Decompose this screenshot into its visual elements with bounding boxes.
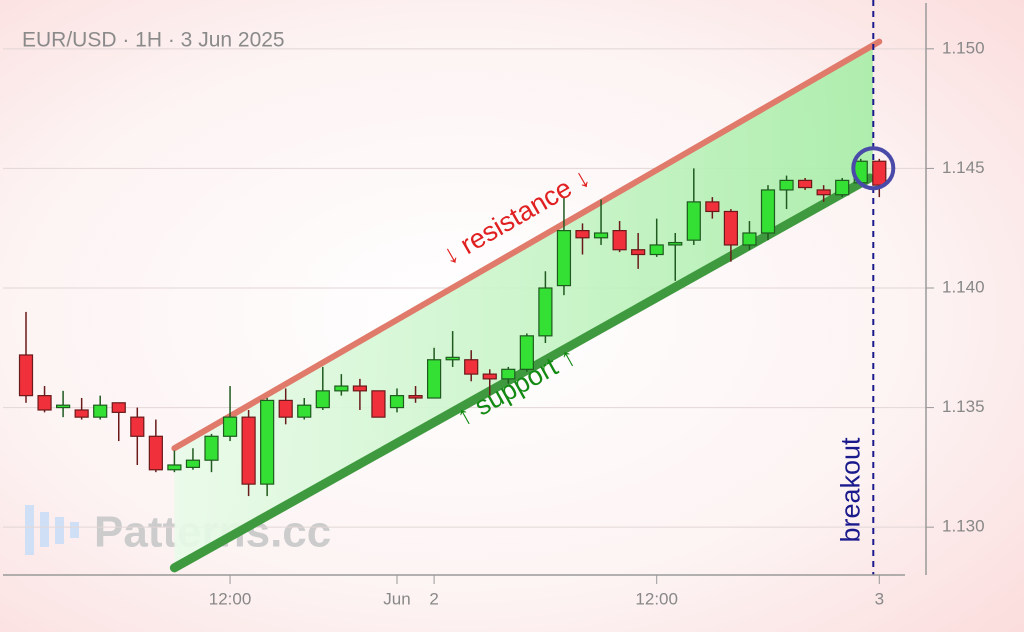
breakout-label: breakout <box>835 437 865 543</box>
candle-body <box>631 249 646 256</box>
candle-body <box>204 435 219 461</box>
breakout-highlight <box>851 146 896 191</box>
candle-body <box>686 201 701 241</box>
candle-body <box>519 335 534 370</box>
candle-body <box>538 287 553 337</box>
x-tick-label: 3 <box>875 589 884 608</box>
candle-body <box>185 459 201 468</box>
candle-body <box>167 464 182 471</box>
candle-body <box>593 232 609 239</box>
y-tick-label: 1.135 <box>942 397 985 416</box>
y-tick-label: 1.145 <box>942 158 985 177</box>
candle-body <box>130 416 145 437</box>
candle-body <box>278 399 293 418</box>
candle-body <box>427 359 442 399</box>
candle-body <box>315 390 330 409</box>
watermark-icon <box>25 505 79 555</box>
x-tick-label: 2 <box>429 589 438 608</box>
x-tick-label: Jun <box>383 589 410 608</box>
candle-body <box>705 201 720 213</box>
x-tick-label: 12:00 <box>635 589 678 608</box>
candle-body <box>18 354 34 397</box>
candle-body <box>334 385 349 392</box>
candle-body <box>779 179 794 191</box>
candle-body <box>501 368 516 380</box>
channel-fill <box>174 45 873 568</box>
candle-body <box>872 160 887 186</box>
candle-body <box>74 409 89 418</box>
candle-body <box>742 232 757 246</box>
candle-body <box>649 244 664 256</box>
candle-body <box>37 395 52 411</box>
candle-body <box>797 179 813 189</box>
candle-body <box>297 404 312 418</box>
candle-body <box>222 416 238 437</box>
candle-body <box>445 356 460 361</box>
candle-body <box>482 373 497 380</box>
candle-body <box>408 395 423 399</box>
candle-body <box>835 179 850 196</box>
candle-body <box>371 390 386 418</box>
candle-body <box>241 416 256 485</box>
trendline <box>171 38 883 452</box>
candle-body <box>352 385 367 392</box>
candle-body <box>260 399 275 485</box>
candle-body <box>612 230 627 251</box>
y-tick-label: 1.130 <box>942 517 985 536</box>
candle-body <box>464 359 479 375</box>
candle-body <box>148 435 163 471</box>
candle-body <box>55 404 71 409</box>
candle-body <box>575 230 590 239</box>
candle-body <box>556 230 572 287</box>
candle-body <box>668 241 683 246</box>
candle-body <box>816 189 831 196</box>
candle-body <box>389 395 405 409</box>
chart-title: EUR/USD · 1H · 3 Jun 2025 <box>22 29 285 52</box>
candle-body <box>93 404 108 418</box>
y-tick-label: 1.140 <box>942 277 985 296</box>
x-tick-label: 12:00 <box>209 589 252 608</box>
y-tick-label: 1.150 <box>942 38 985 57</box>
candle-body <box>111 402 126 413</box>
candle-body <box>723 210 739 246</box>
candle-body <box>760 189 776 234</box>
